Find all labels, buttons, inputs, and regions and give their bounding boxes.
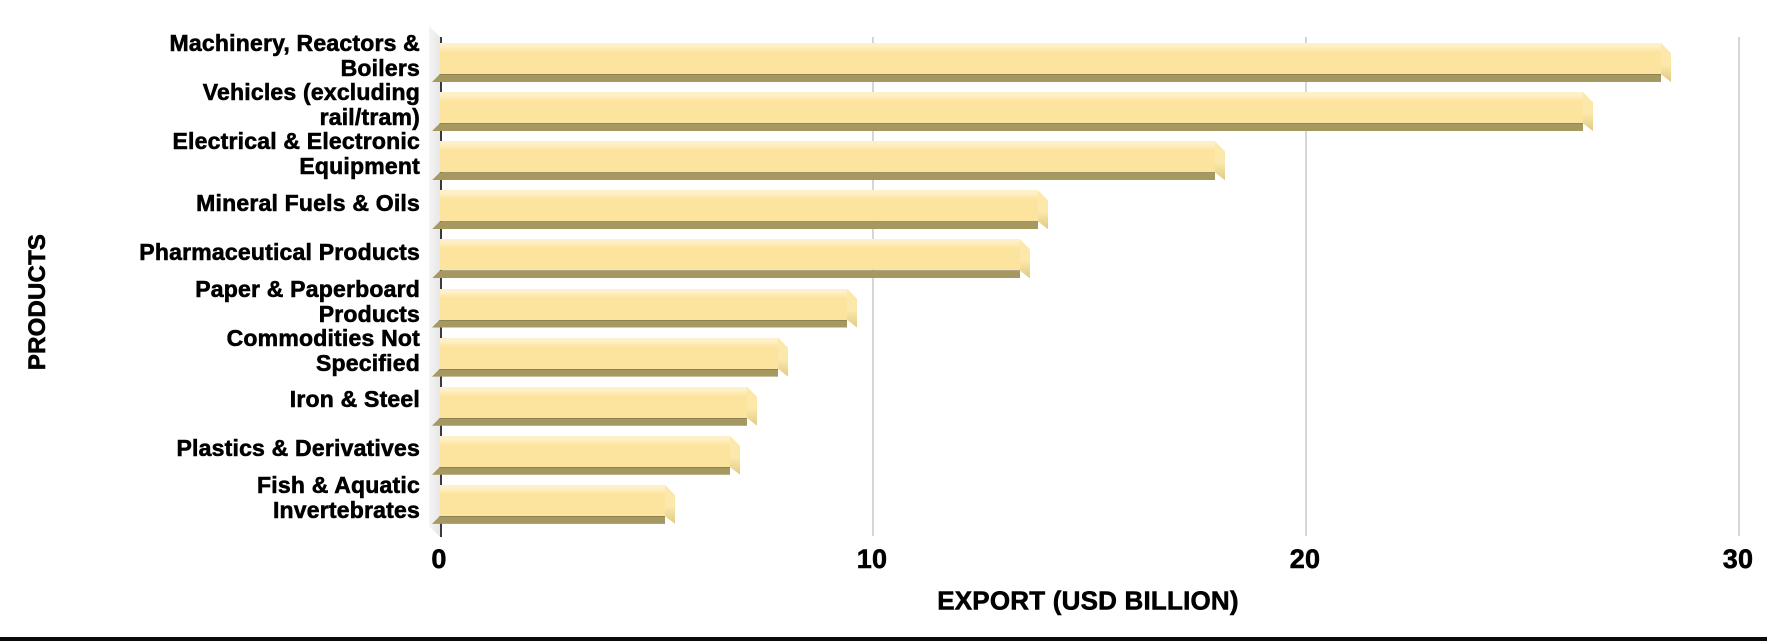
- category-label: Iron & Steel: [0, 375, 420, 425]
- category-label: Mineral Fuels & Oils: [0, 178, 420, 228]
- category-label-line: Specified: [315, 349, 420, 376]
- bar-end-cap: [778, 337, 788, 377]
- category-label-line: Equipment: [299, 153, 420, 180]
- bar-end-cap: [665, 484, 675, 524]
- bar: [432, 141, 1225, 181]
- category-label-line: Vehicles (excluding: [202, 79, 420, 106]
- bar-bottom-shade: [432, 417, 747, 426]
- bar-bottom-shade: [432, 221, 1038, 230]
- bar: [432, 43, 1671, 82]
- gridline-x-10: [872, 37, 874, 536]
- category-label: Vehicles (excluding rail/tram): [0, 79, 420, 131]
- category-label-line: Invertebrates: [272, 496, 420, 523]
- bar-bottom-shade: [432, 123, 1583, 132]
- bar-face: [440, 484, 665, 516]
- category-axis-line: [440, 37, 442, 537]
- category-label-line: Commodities Not: [226, 324, 420, 351]
- category-label-line: Fish & Aquatic: [257, 471, 420, 498]
- bar-end-cap: [1583, 92, 1593, 132]
- category-label: Plastics & Derivatives: [0, 424, 420, 474]
- bar-end-cap: [730, 435, 740, 475]
- category-label-line: Plastics & Derivatives: [176, 435, 420, 462]
- bar-bottom-shade: [432, 319, 847, 328]
- bar: [432, 337, 788, 377]
- x-tick-label: 10: [856, 544, 888, 575]
- category-label-line: Iron & Steel: [289, 386, 420, 413]
- x-tick-label: 30: [1722, 544, 1754, 575]
- bar-end-cap: [1661, 43, 1671, 82]
- category-label-line: Paper & Paperboard: [195, 275, 420, 302]
- bar-face: [440, 92, 1583, 124]
- bar-bottom-shade: [432, 270, 1020, 279]
- bar: [432, 190, 1048, 230]
- bar-end-cap: [847, 288, 857, 328]
- bar-face: [440, 239, 1020, 271]
- category-label-line: Electrical & Electronic: [172, 128, 420, 155]
- category-label-line: Machinery, Reactors &: [169, 30, 420, 56]
- category-label-line: Mineral Fuels & Oils: [196, 189, 420, 216]
- bar-face: [440, 190, 1038, 222]
- x-tick-label: 20: [1289, 544, 1321, 575]
- bar: [432, 435, 740, 475]
- bar-end-cap: [1215, 141, 1225, 181]
- category-label-line: Boilers: [340, 55, 420, 81]
- category-label-line: rail/tram): [319, 104, 420, 131]
- category-label: Fish & Aquatic Invertebrates: [0, 471, 420, 523]
- category-label: Machinery, Reactors & Boilers: [0, 30, 420, 81]
- bar: [432, 239, 1030, 279]
- bar: [432, 386, 757, 426]
- bar-face: [440, 337, 778, 369]
- bar-bottom-shade: [432, 515, 665, 524]
- category-label: Electrical & Electronic Equipment: [0, 128, 420, 180]
- bar-bottom-shade: [432, 466, 730, 475]
- bar: [432, 484, 675, 524]
- bar-end-cap: [1020, 239, 1030, 279]
- category-label-line: Products: [318, 300, 420, 327]
- bar-face: [440, 43, 1661, 74]
- category-label: Paper & Paperboard Products: [0, 275, 420, 327]
- bar-bottom-shade: [432, 172, 1215, 181]
- category-label: Commodities Not Specified: [0, 324, 420, 376]
- bar-face: [440, 435, 730, 467]
- bar-face: [440, 386, 747, 418]
- x-tick-label: 0: [431, 544, 447, 575]
- bar-bottom-shade: [432, 74, 1661, 82]
- bar-face: [440, 141, 1215, 173]
- axis-wall-3d: [429, 26, 441, 538]
- gridline-x-30: [1738, 37, 1740, 536]
- bar-end-cap: [1038, 190, 1048, 230]
- bar-end-cap: [747, 386, 757, 426]
- category-label-line: Pharmaceutical Products: [139, 238, 420, 265]
- bar: [432, 288, 857, 328]
- bar-face: [440, 288, 847, 320]
- bar-bottom-shade: [432, 368, 778, 377]
- bar: [432, 92, 1593, 132]
- gridline-x-20: [1305, 37, 1307, 536]
- bottom-divider-line: [0, 637, 1767, 641]
- category-label: Pharmaceutical Products: [0, 227, 420, 277]
- x-axis-title: EXPORT (USD BILLION): [937, 585, 1239, 616]
